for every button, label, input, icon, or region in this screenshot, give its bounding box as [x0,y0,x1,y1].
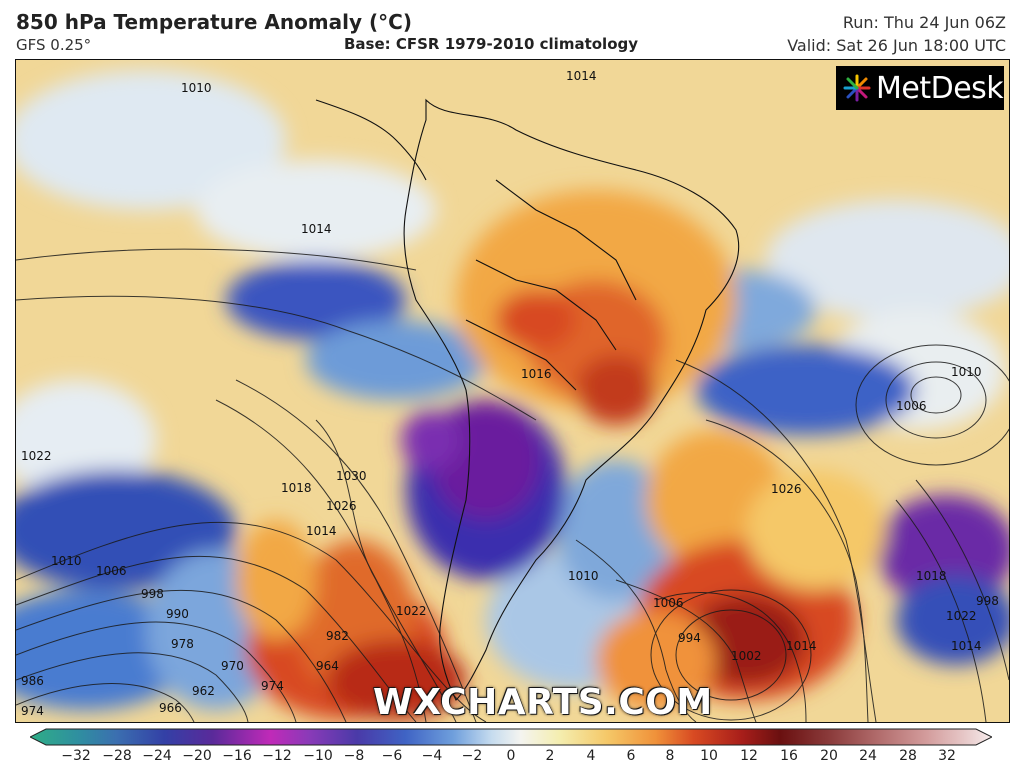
colorbar-tick: −20 [182,748,212,764]
chart-title: 850 hPa Temperature Anomaly (°C) [16,10,412,34]
colorbar-tick: 24 [859,748,877,764]
map-svg: 1010 1014 1014 1016 1010 1006 1026 1030 … [16,60,1009,722]
colorbar-tick: −8 [343,748,365,764]
isobar-label: 974 [261,679,284,693]
colorbar-tick: 6 [626,748,636,764]
isobar-label: 1010 [181,81,212,95]
colorbar-tick: 0 [506,748,516,764]
colorbar [30,728,992,746]
valid-time-label: Valid: Sat 26 Jun 18:00 UTC [787,36,1006,55]
anomaly-field [16,70,1009,720]
colorbar-tick: 16 [780,748,798,764]
climatology-base-label: Base: CFSR 1979-2010 climatology [344,35,639,53]
isobar-label: 1010 [568,569,599,583]
isobar-label: 970 [221,659,244,673]
isobar-label: 1014 [301,222,332,236]
isobar-labels: 1010 1014 1014 1016 1010 1006 1026 1030 … [21,69,999,718]
colorbar-tick: −28 [102,748,132,764]
isobar-label: 1006 [896,399,927,413]
isobar-label: 978 [171,637,194,651]
colorbar-tick: 28 [899,748,917,764]
isobar-label: 966 [159,701,182,715]
colorbar-tick: −16 [222,748,252,764]
colorbar-strip [30,728,992,746]
wxcharts-watermark: WXCHARTS.COM [373,682,713,723]
colorbar-tick: 12 [740,748,758,764]
isobar-label: 964 [316,659,339,673]
isobar-label: 1014 [951,639,982,653]
isobar-label: 1018 [281,481,312,495]
isobar-label: 1006 [653,596,684,610]
colorbar-tick: −2 [461,748,483,764]
colorbar-tick: 8 [665,748,675,764]
isobar-label: 1026 [771,482,802,496]
colorbar-tick: 2 [545,748,555,764]
isobar-label: 1002 [731,649,762,663]
isobars [16,248,1009,722]
isobar-label: 974 [21,704,44,718]
isobar-label: 1026 [326,499,357,513]
colorbar-ticks: −32 −28 −24 −20 −16 −12 −10 −8 −6 −4 −2 … [0,748,1024,770]
isobar-label: 1022 [21,449,52,463]
model-label: GFS 0.25° [16,36,92,54]
isobar-label: 1014 [786,639,817,653]
colorbar-tick: −32 [61,748,91,764]
isobar-label: 1014 [566,69,597,83]
colorbar-tick: 20 [820,748,838,764]
isobar-label: 998 [976,594,999,608]
anomaly-map: 1010 1014 1014 1016 1010 1006 1026 1030 … [15,59,1010,723]
isobar-label: 1022 [946,609,977,623]
isobar-label: 998 [141,587,164,601]
metdesk-logo-icon [843,74,871,102]
colorbar-tick: 4 [586,748,596,764]
isobar-label: 1010 [51,554,82,568]
isobar-label: 1030 [336,469,367,483]
isobar-label: 990 [166,607,189,621]
isobar-label: 982 [326,629,349,643]
run-time-label: Run: Thu 24 Jun 06Z [842,13,1006,32]
isobar-label: 1016 [521,367,552,381]
isobar-label: 1010 [951,365,982,379]
isobar-label: 1018 [916,569,947,583]
isobar-label: 962 [192,684,215,698]
isobar-label: 994 [678,631,701,645]
coastlines [315,98,740,701]
isobar-label: 986 [21,674,44,688]
isobar-label: 1006 [96,564,127,578]
colorbar-tick: −6 [381,748,403,764]
colorbar-tick: −24 [142,748,172,764]
colorbar-tick: −10 [303,748,333,764]
isobar-label: 1014 [306,524,337,538]
colorbar-tick: 32 [938,748,956,764]
colorbar-tick: 10 [700,748,718,764]
header: 850 hPa Temperature Anomaly (°C) GFS 0.2… [0,0,1024,58]
metdesk-logo-text: MetDesk [876,70,1004,106]
colorbar-tick: −12 [262,748,292,764]
isobar-label: 1022 [396,604,427,618]
metdesk-logo: MetDesk [836,66,1004,110]
colorbar-tick: −4 [421,748,443,764]
